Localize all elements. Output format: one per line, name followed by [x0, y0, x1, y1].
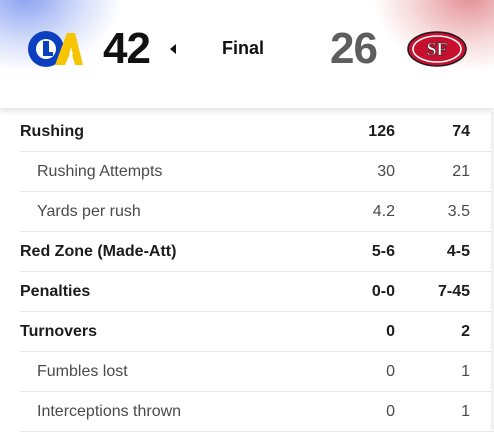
49ers-logo-text: SF [426, 39, 447, 59]
stat-label: Interceptions thrown [37, 403, 182, 420]
home-stat-value: 30 [377, 163, 395, 180]
stat-row: Fumbles lost 0 1 [20, 352, 494, 392]
stat-row: Rushing Attempts 30 21 [20, 152, 494, 192]
away-stat-value: 74 [452, 123, 470, 140]
away-stat-value: 1 [461, 363, 470, 380]
home-stat-value: 4.2 [372, 203, 395, 220]
away-score: 26 [330, 24, 378, 73]
home-stat-value: 0-0 [371, 283, 395, 300]
stat-label: Rushing [20, 123, 84, 140]
stat-label: Rushing Attempts [37, 163, 163, 180]
stat-row: Penalties 0-0 7-45 [20, 272, 494, 312]
away-stat-value: 1 [461, 403, 470, 420]
home-stat-value: 0 [386, 363, 395, 380]
stat-label: Red Zone (Made-Att) [20, 243, 177, 260]
stat-row: Interceptions thrown 0 1 [20, 392, 494, 432]
home-stat-value: 0 [386, 403, 395, 420]
away-stat-value: 2 [461, 323, 470, 340]
rams-logo[interactable] [25, 29, 85, 69]
stat-label: Fumbles lost [37, 363, 128, 380]
scrollbar-track[interactable] [491, 112, 494, 430]
home-stat-value: 0 [386, 323, 395, 340]
possession-arrow-icon [170, 44, 176, 54]
stat-row: Turnovers 0 2 [20, 312, 494, 352]
home-stat-value: 5-6 [371, 243, 395, 260]
team-stats-table: Rushing 126 74 Rushing Attempts 30 21 Yards pe… [20, 112, 494, 432]
49ers-logo[interactable]: SF [407, 31, 467, 67]
scoreboard-header: 42 Final 26 SF [0, 0, 494, 108]
away-stat-value: 7-45 [437, 283, 470, 300]
home-stat-value: 126 [368, 123, 395, 140]
stat-label: Penalties [20, 283, 91, 300]
stat-label: Turnovers [20, 323, 98, 340]
game-status: Final [222, 38, 265, 58]
stat-label: Yards per rush [37, 203, 141, 220]
stat-row: Yards per rush 4.2 3.5 [20, 192, 494, 232]
away-stat-value: 3.5 [447, 203, 470, 220]
away-stat-value: 4-5 [446, 243, 470, 260]
away-stat-value: 21 [452, 163, 470, 180]
stat-row: Red Zone (Made-Att) 5-6 4-5 [20, 232, 494, 272]
home-score: 42 [103, 24, 151, 73]
stat-row: Rushing 126 74 [20, 112, 494, 152]
